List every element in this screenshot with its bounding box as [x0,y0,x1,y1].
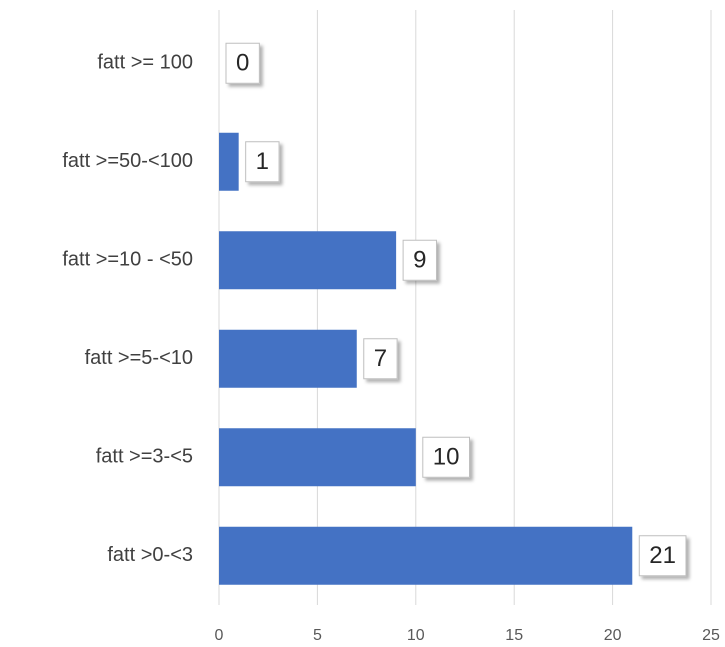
data-label-box [402,239,437,281]
bar [219,526,633,585]
data-label: 7 [374,345,387,372]
y-tick-label: fatt >=10 - <50 [62,249,193,271]
y-tick-label: fatt >=3-<5 [96,446,193,468]
data-label: 1 [256,148,269,175]
data-label-box [363,338,398,380]
x-tick-label: 10 [407,627,425,644]
x-tick-label: 0 [215,627,224,644]
data-label: 21 [649,542,676,569]
data-label-box [245,141,280,183]
x-tick-label: 15 [505,627,523,644]
data-label: 0 [236,50,249,77]
x-tick-label: 25 [702,627,720,644]
data-label-box [225,42,260,84]
y-tick-label: fatt >=50-<100 [62,150,193,172]
data-label: 10 [433,444,460,471]
bar [219,329,357,388]
data-label: 9 [413,247,426,274]
y-tick-label: fatt >=5-<10 [85,347,193,369]
bar [219,428,416,487]
y-tick-label: fatt >0-<3 [107,544,193,566]
x-tick-label: 20 [604,627,622,644]
bar [219,132,239,191]
data-label-box [638,535,687,577]
bar [219,231,397,290]
x-tick-label: 5 [313,627,322,644]
data-label-box [422,436,471,478]
y-tick-label: fatt >= 100 [97,52,193,74]
